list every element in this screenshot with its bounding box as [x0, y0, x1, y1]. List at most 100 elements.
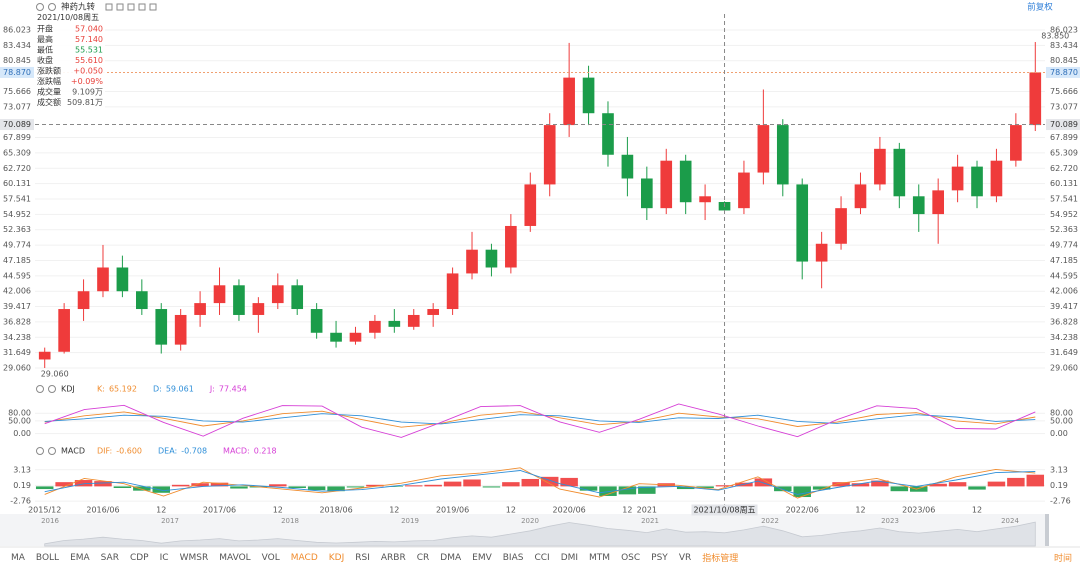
navigator-label: 2024 [1001, 517, 1019, 525]
indicator-button[interactable]: MTM [589, 552, 611, 563]
macd-bar [890, 486, 909, 492]
indicator-button[interactable]: DMA [440, 552, 462, 563]
candle-body [116, 267, 129, 292]
indicator-line [44, 403, 1036, 438]
macd-bar [793, 486, 811, 498]
indicator-button[interactable]: SAR [100, 552, 119, 563]
indicator-button[interactable]: MACD [290, 552, 318, 563]
indicator-button[interactable]: IC [159, 552, 169, 563]
adjust-button[interactable]: 前复权 [1027, 2, 1053, 13]
y-tick-label-right: 75.666 [1050, 87, 1078, 96]
y-tick-label: 54.952 [3, 210, 31, 219]
candle-body [543, 125, 556, 185]
candle-body [951, 166, 964, 191]
legend-name: D: [153, 385, 162, 394]
macd-bar [405, 485, 423, 487]
indicator-button[interactable]: ARBR [380, 552, 406, 563]
navigator-label: 2017 [161, 517, 179, 525]
info-label: 涨跌幅 [37, 76, 61, 86]
time-button[interactable]: 时间 [1053, 554, 1072, 564]
candle-body [446, 273, 459, 310]
y-tick-label-right: 50.00 [1050, 416, 1073, 425]
candle-body [252, 303, 265, 315]
price-tag-bg [1046, 66, 1080, 78]
y-tick-label: 34.238 [3, 333, 31, 342]
indicator-button[interactable]: 指标管理 [702, 554, 739, 564]
info-label: 开盘 [37, 24, 53, 34]
indicator-button[interactable]: VOL [261, 552, 280, 563]
y-tick-label-right: 83.434 [1050, 41, 1078, 50]
x-tick-label: 2019/06 [436, 506, 469, 515]
y-tick-label: 52.363 [3, 225, 31, 234]
candle-body [757, 125, 770, 173]
y-tick-label: 29.060 [3, 364, 31, 373]
navigator-area [44, 521, 1036, 547]
indicator-button[interactable]: OSC [621, 552, 641, 563]
macd-bar [715, 485, 734, 487]
navigator-label: 2020 [521, 517, 539, 525]
y-tick-label-right: 44.595 [1050, 271, 1078, 280]
navigator-label: 2023 [881, 517, 899, 525]
navigator-label: 2016 [41, 517, 59, 525]
indicator-button[interactable]: PSY [651, 552, 668, 563]
indicator-button[interactable]: CCI [534, 552, 550, 563]
candle-body [621, 154, 634, 179]
macd-bar [521, 478, 540, 487]
info-value: +0.050 [73, 67, 103, 76]
y-tick-label-right: 80.845 [1050, 56, 1078, 65]
x-tick-label: 12 [156, 506, 166, 515]
y-tick-label: 73.077 [3, 102, 31, 111]
macd-bar [191, 483, 209, 487]
info-value: 509.81万 [67, 98, 103, 107]
y-tick-label-right: 73.077 [1050, 102, 1078, 111]
candle-body [835, 208, 847, 244]
legend-name: MACD: [223, 447, 250, 456]
candle-body [388, 320, 401, 327]
legend-value: -0.600 [116, 447, 142, 456]
candle-body [912, 196, 925, 215]
indicator-button[interactable]: BIAS [502, 552, 524, 563]
macd-bar [579, 486, 598, 491]
navigator-label: 2021 [641, 517, 659, 525]
y-tick-label-right: 31.649 [1050, 348, 1078, 357]
indicator-button[interactable]: CR [416, 552, 430, 563]
macd-bar [366, 484, 384, 487]
y-tick-label: 80.845 [3, 56, 31, 65]
candle-body [485, 249, 498, 268]
candle-body [874, 148, 886, 185]
indicator-button[interactable]: MAVOL [219, 552, 251, 563]
indicator-button[interactable]: RSI [355, 552, 370, 563]
navigator-handle[interactable] [1045, 514, 1049, 546]
macd-bar [618, 486, 637, 495]
candle-body [815, 243, 828, 262]
crosshair-tag-bg [0, 119, 34, 131]
macd-bar [230, 486, 248, 489]
y-tick-label-right: 65.309 [1050, 148, 1078, 157]
indicator-button[interactable]: BOLL [35, 552, 60, 563]
y-tick-label-right: 3.13 [1050, 465, 1068, 474]
indicator-button[interactable]: EMA [70, 552, 90, 563]
info-label: 最低 [37, 45, 53, 55]
chart: 神药九转 前复权 86.023 86.023 83.434 83.434 80.845 8… [0, 2, 1080, 548]
candle-body [660, 160, 673, 209]
candle-body [233, 285, 245, 315]
indicator-button[interactable]: DMI [560, 552, 579, 563]
x-tick-label: 12 [855, 506, 865, 515]
crosshair-tag: 70.089 [1050, 120, 1078, 129]
candle-body [990, 160, 1003, 197]
indicator-button[interactable]: VR [678, 552, 692, 563]
candle-body [310, 309, 323, 333]
x-tick-label: 2017/06 [203, 506, 236, 515]
y-tick-label: 44.595 [3, 271, 31, 280]
low-label: 29.060 [41, 370, 69, 379]
indicator-button[interactable]: CDP [129, 552, 149, 563]
y-tick-label-right: 49.774 [1050, 241, 1078, 250]
indicator-button[interactable]: MA [11, 552, 25, 563]
indicator-button[interactable]: KDJ [328, 552, 345, 563]
macd-bar [871, 480, 889, 487]
candle-body [349, 332, 362, 342]
indicator-button[interactable]: WMSR [179, 552, 209, 563]
candle-body [136, 291, 148, 310]
indicator-button[interactable]: EMV [472, 552, 492, 563]
